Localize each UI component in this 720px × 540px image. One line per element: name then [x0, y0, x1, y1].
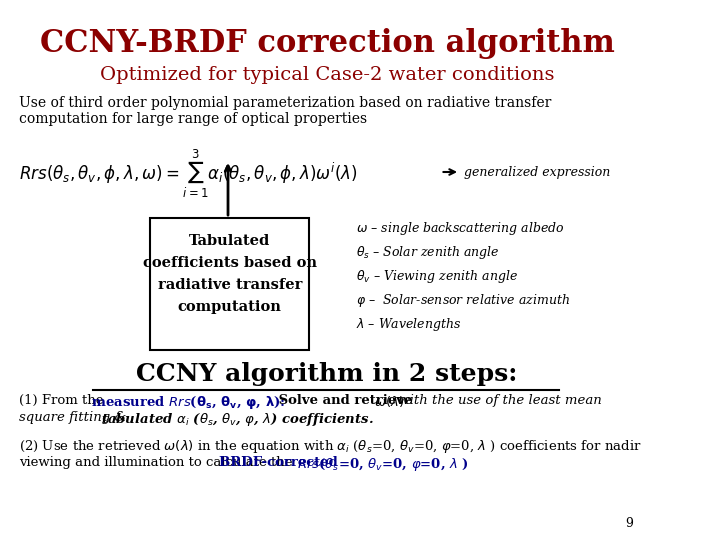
Text: $\mathit{Rrs}(\theta_s, \theta_v, \phi, \lambda, \omega) = \sum_{i=1}^{3} \alpha: $\mathit{Rrs}(\theta_s, \theta_v, \phi, …	[19, 148, 358, 200]
Text: $\theta_s$ – Solar zenith angle: $\theta_s$ – Solar zenith angle	[356, 244, 499, 261]
Text: (1) From the: (1) From the	[19, 394, 108, 407]
Text: Tabulated: Tabulated	[189, 234, 271, 248]
Text: BRDF-corrected: BRDF-corrected	[219, 456, 343, 469]
Text: radiative transfer: radiative transfer	[158, 278, 302, 292]
Text: measured $\mathit{Rrs}$($\mathbf{\theta_s}$, $\mathbf{\theta_v}$, $\mathbf{\varp: measured $\mathit{Rrs}$($\mathbf{\theta_…	[91, 394, 285, 411]
Text: 9: 9	[625, 517, 633, 530]
Text: $\varphi$ –  Solar-sensor relative azimuth: $\varphi$ – Solar-sensor relative azimut…	[356, 292, 570, 309]
Text: square fitting &: square fitting &	[19, 411, 130, 424]
Text: $\omega(\lambda)$: $\omega(\lambda)$	[374, 394, 404, 409]
Text: viewing and illumination to calculate the: viewing and illumination to calculate th…	[19, 456, 297, 469]
Text: coefficients based on: coefficients based on	[143, 256, 317, 270]
Text: (2) Use the retrieved $\omega(\lambda)$ in the equation with $\alpha_i$ ($\theta: (2) Use the retrieved $\omega(\lambda)$ …	[19, 438, 642, 455]
Text: $\theta_v$ – Viewing zenith angle: $\theta_v$ – Viewing zenith angle	[356, 268, 518, 285]
Text: with the use of the least mean: with the use of the least mean	[395, 394, 602, 407]
Text: Use of third order polynomial parameterization based on radiative transfer
compu: Use of third order polynomial parameteri…	[19, 96, 552, 126]
Text: CCNY-BRDF correction algorithm: CCNY-BRDF correction algorithm	[40, 28, 615, 59]
Text: tabulated $\alpha_i$ ($\theta_s$, $\theta_v$, $\varphi$, $\lambda$) coefficients: tabulated $\alpha_i$ ($\theta_s$, $\thet…	[102, 411, 374, 428]
Text: CCNY algorithm in 2 steps:: CCNY algorithm in 2 steps:	[137, 362, 518, 386]
Text: computation: computation	[178, 300, 282, 314]
Text: generalized expression: generalized expression	[464, 166, 610, 179]
Text: $\lambda$ – Wavelengths: $\lambda$ – Wavelengths	[356, 316, 461, 333]
Text: $\mathit{Rrs}$($\theta_s$=0, $\theta_v$=0, $\varphi$=0, $\lambda$ ): $\mathit{Rrs}$($\theta_s$=0, $\theta_v$=…	[297, 456, 469, 473]
Text: $\omega$ – single backscattering albedo: $\omega$ – single backscattering albedo	[356, 220, 564, 237]
Text: Solve and retrieve: Solve and retrieve	[274, 394, 417, 407]
FancyBboxPatch shape	[150, 218, 310, 350]
Text: Optimized for typical Case-2 water conditions: Optimized for typical Case-2 water condi…	[100, 66, 554, 84]
